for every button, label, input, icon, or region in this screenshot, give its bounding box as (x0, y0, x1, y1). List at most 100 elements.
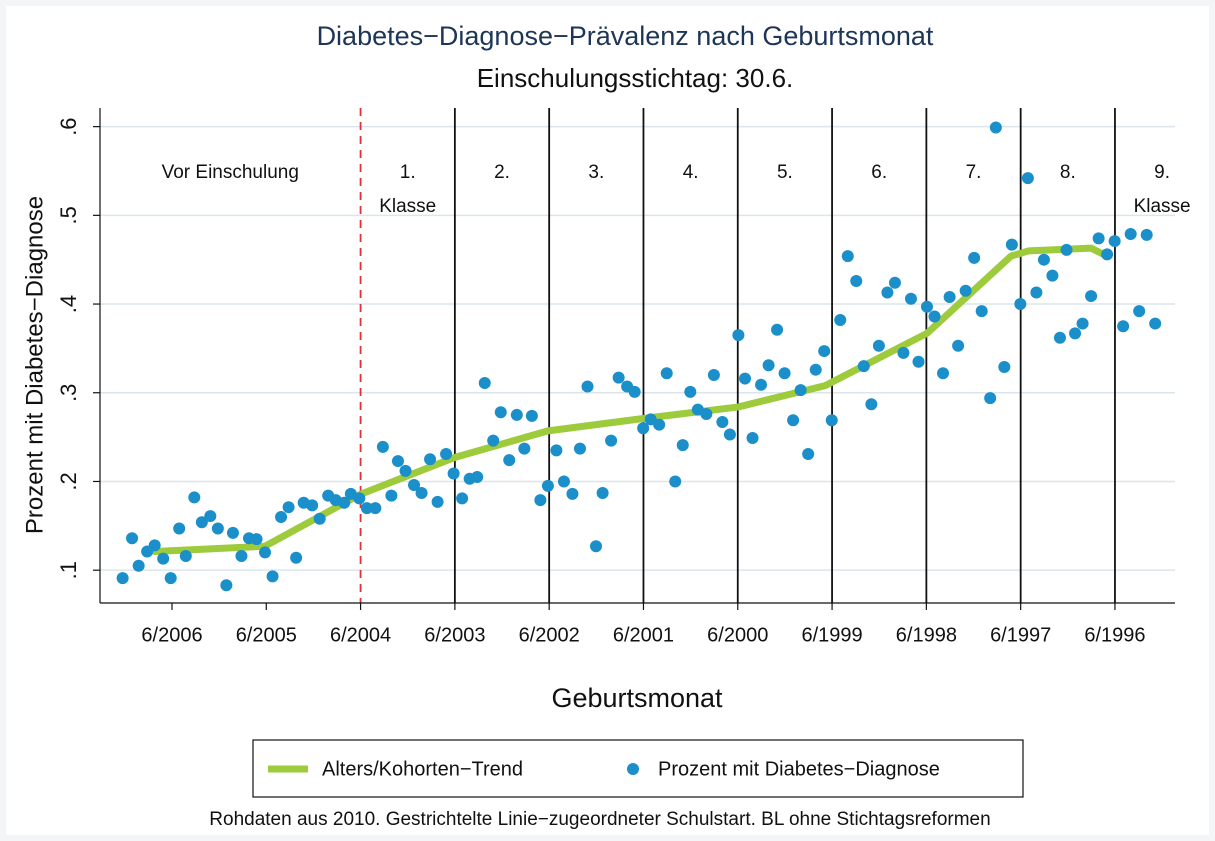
x-tick-label: 6/2003 (424, 624, 485, 646)
data-point (220, 579, 233, 592)
note: Rohdaten aus 2010. Gestrichtelte Linie−z… (209, 809, 990, 830)
region-label: 5. (777, 162, 793, 183)
data-point (369, 502, 382, 515)
data-point (306, 499, 319, 512)
x-tick-label: 6/2005 (236, 624, 297, 646)
data-point (1076, 317, 1089, 330)
data-point (211, 522, 224, 535)
data-point (1014, 298, 1027, 311)
x-tick-label: 6/2002 (519, 624, 580, 646)
legend-label: Prozent mit Diabetes−Diagnose (658, 758, 940, 780)
data-point (596, 487, 609, 499)
y-tick-label: .2 (56, 472, 81, 490)
data-point (1053, 331, 1066, 344)
data-point (148, 539, 161, 552)
data-point (157, 552, 170, 565)
data-point (353, 492, 366, 505)
x-axis-label: Geburtsmonat (551, 683, 723, 713)
data-point (116, 572, 129, 585)
data-point (126, 532, 139, 545)
y-axis-label: Prozent mit Diabetes−Diagnose (21, 196, 48, 534)
data-point (1046, 269, 1059, 282)
region-label: 6. (871, 162, 887, 183)
data-point (755, 378, 768, 391)
data-point (984, 392, 997, 405)
data-point (259, 546, 272, 559)
data-point (487, 434, 500, 447)
data-point (700, 408, 713, 421)
data-point (408, 479, 421, 492)
data-point (275, 510, 288, 523)
data-point (716, 416, 729, 429)
class-word: Klasse (1134, 196, 1191, 217)
x-tick-label: 6/1996 (1084, 624, 1145, 646)
data-point (904, 292, 917, 305)
region-label: 1. (400, 162, 416, 183)
data-point (897, 346, 910, 359)
data-point (282, 501, 295, 514)
data-point (628, 385, 641, 398)
data-point (975, 305, 988, 318)
y-tick-label: .4 (56, 295, 81, 313)
data-point (440, 447, 453, 460)
data-point (1030, 286, 1043, 299)
data-point (494, 406, 507, 419)
legend-label: Alters/Kohorten−Trend (322, 758, 523, 780)
data-point (195, 516, 208, 529)
region-label: Vor Einschulung (162, 162, 299, 183)
data-point (818, 345, 831, 358)
data-point (471, 471, 484, 484)
data-point (746, 432, 759, 444)
region-label: 8. (1060, 162, 1076, 183)
data-point (266, 570, 279, 583)
data-point (707, 369, 720, 382)
data-point (550, 444, 563, 457)
data-point (888, 276, 901, 289)
data-point (566, 487, 579, 500)
data-point (376, 440, 389, 453)
data-point (590, 540, 603, 553)
data-point (557, 475, 570, 488)
data-point (1117, 320, 1130, 333)
data-point (1005, 238, 1018, 251)
data-point (164, 572, 177, 585)
data-point (943, 290, 956, 303)
class-word: Klasse (379, 196, 436, 217)
data-point (1060, 243, 1073, 256)
data-point (912, 355, 925, 368)
data-point (478, 377, 491, 389)
region-label: 3. (588, 162, 604, 183)
data-point (179, 549, 192, 562)
data-point (952, 339, 965, 352)
data-point (959, 284, 972, 297)
data-point (937, 367, 950, 380)
data-point (865, 398, 878, 411)
data-point (518, 442, 531, 455)
data-point (250, 533, 263, 546)
data-point (1149, 317, 1162, 330)
data-point (447, 467, 460, 480)
x-tick-label: 6/2004 (330, 624, 391, 646)
data-point (503, 454, 516, 467)
data-point (525, 409, 538, 422)
data-point (605, 434, 618, 447)
chart-subtitle: Einschulungsstichtag: 30.6. (477, 63, 794, 93)
data-point (809, 363, 822, 376)
data-point (794, 384, 807, 397)
x-tick-label: 6/1999 (801, 624, 862, 646)
data-point (391, 455, 404, 468)
data-point (1140, 228, 1153, 241)
data-point (841, 250, 854, 263)
data-point (338, 496, 351, 509)
data-point (188, 491, 201, 504)
x-tick-label: 6/1997 (990, 624, 1051, 646)
data-point (787, 414, 800, 427)
data-point (825, 414, 838, 427)
data-point (857, 360, 870, 373)
data-point (778, 367, 791, 380)
data-point (653, 418, 666, 431)
data-point (1124, 227, 1137, 240)
data-point (762, 359, 775, 372)
region-label: 7. (966, 162, 982, 183)
